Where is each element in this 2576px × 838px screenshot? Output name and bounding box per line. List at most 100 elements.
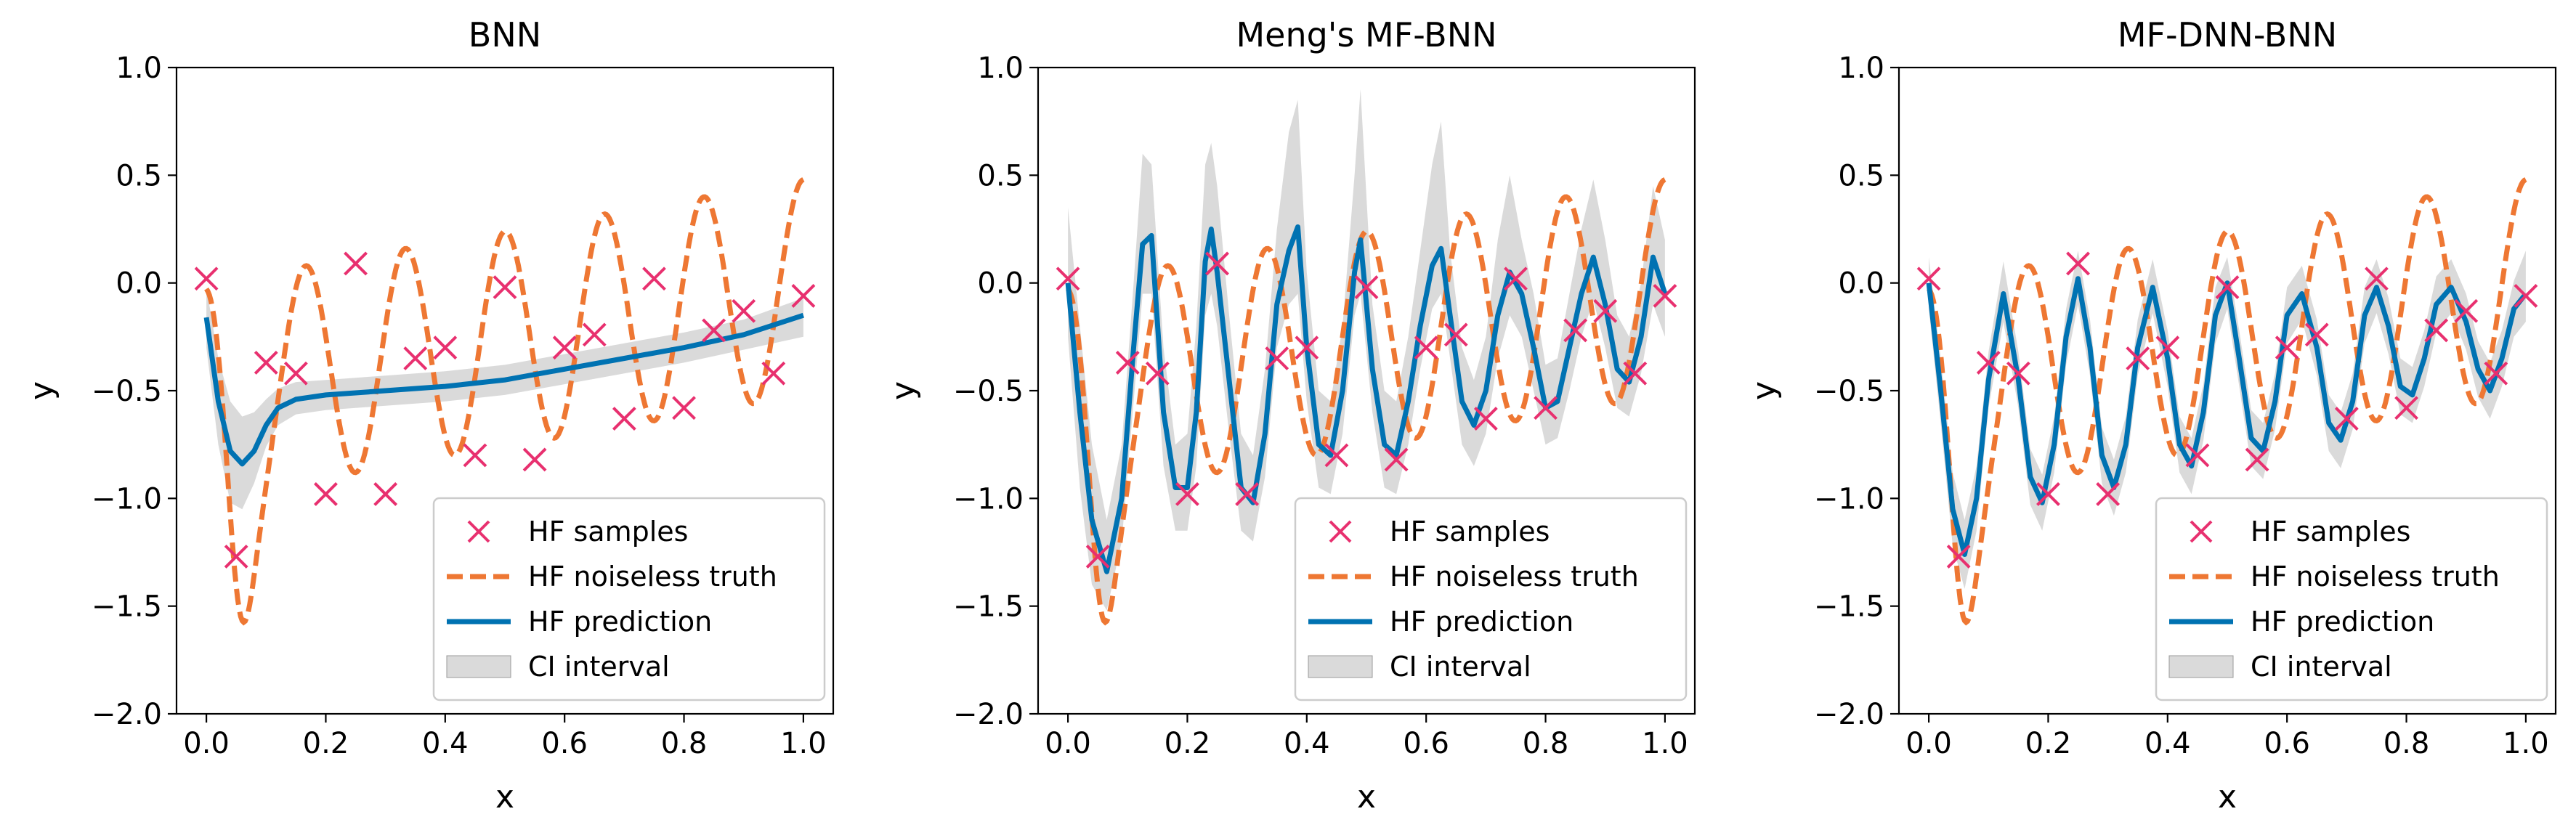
x-tick-label: 0.2 bbox=[303, 727, 349, 760]
prediction-curve bbox=[1065, 224, 1668, 574]
legend-frame bbox=[1294, 497, 1688, 701]
x-tick-label: 0.0 bbox=[1905, 727, 1952, 760]
hf-sample-marker bbox=[552, 335, 577, 360]
hf-sample-marker bbox=[1265, 346, 1289, 370]
y-tick-label: 1.0 bbox=[116, 52, 162, 85]
hf-sample-marker bbox=[1916, 267, 1941, 291]
hf-sample-marker bbox=[1653, 284, 1677, 308]
y-tick-label: −1.5 bbox=[92, 590, 162, 624]
x-tick-label: 0.8 bbox=[661, 727, 708, 760]
hf-sample-marker bbox=[1976, 351, 2001, 375]
hf-sample-marker bbox=[2275, 335, 2299, 360]
hf-sample-marker bbox=[194, 267, 219, 291]
hf-sample-marker bbox=[1175, 481, 1199, 506]
legend-label-prediction: HF prediction bbox=[528, 606, 712, 638]
y-axis-ticks: 1.0 0.5 0.0 −0.5 −1.0 −1.5 −2.0 bbox=[953, 52, 1038, 731]
legend-label-truth: HF noiseless truth bbox=[1390, 561, 1639, 593]
y-tick-label: −0.5 bbox=[92, 375, 162, 408]
legend-label-prediction: HF prediction bbox=[1390, 606, 1573, 638]
hf-sample-marker bbox=[2334, 407, 2359, 431]
samples-layer bbox=[1916, 251, 2538, 569]
hf-sample-marker bbox=[1623, 361, 1648, 386]
hf-sample-marker bbox=[1946, 545, 1971, 569]
x-tick-label: 0.4 bbox=[1284, 727, 1330, 760]
hf-sample-marker bbox=[2215, 275, 2240, 300]
hf-sample-marker bbox=[2484, 361, 2508, 386]
y-tick-label: 0.0 bbox=[1838, 267, 1884, 301]
hf-sample-marker bbox=[254, 351, 278, 375]
y-tick-label: −2.0 bbox=[953, 698, 1024, 731]
hf-sample-marker bbox=[2304, 322, 2329, 347]
legend-marker-ci bbox=[446, 655, 511, 678]
x-axis-ticks: 0.0 0.2 0.4 0.6 0.8 1.0 bbox=[1045, 714, 1688, 760]
ci-band-layer bbox=[1068, 89, 1665, 611]
x-tick-label: 0.0 bbox=[183, 727, 230, 760]
y-tick-label: 0.0 bbox=[977, 267, 1024, 301]
y-axis-ticks: 1.0 0.5 0.0 −0.5 −1.0 −1.5 −2.0 bbox=[1814, 52, 1899, 731]
x-tick-label: 0.6 bbox=[2264, 727, 2310, 760]
legend-label-samples: HF samples bbox=[2251, 516, 2410, 548]
y-axis-label: y bbox=[1746, 381, 1783, 400]
chart-title: BNN bbox=[469, 15, 541, 54]
x-axis-label: x bbox=[495, 778, 514, 815]
y-tick-label: −2.0 bbox=[1814, 698, 1884, 731]
x-tick-label: 0.6 bbox=[541, 727, 588, 760]
legend-frame bbox=[2155, 497, 2548, 701]
hf-sample-marker bbox=[2424, 318, 2449, 343]
y-tick-label: −1.5 bbox=[953, 590, 1024, 624]
legend-marker-samples bbox=[1329, 520, 1352, 543]
legend-label-prediction: HF prediction bbox=[2251, 606, 2434, 638]
y-tick-label: −1.0 bbox=[953, 482, 1024, 516]
x-axis-label: x bbox=[2218, 778, 2237, 815]
y-tick-label: −1.0 bbox=[92, 482, 162, 516]
ci-band-layer bbox=[206, 287, 803, 510]
hf-sample-marker bbox=[463, 443, 487, 468]
hf-sample-marker bbox=[283, 361, 308, 386]
hf-sample-marker bbox=[1384, 447, 1409, 472]
x-tick-label: 1.0 bbox=[1642, 727, 1688, 760]
hf-sample-marker bbox=[791, 284, 816, 308]
hf-sample-marker bbox=[1115, 351, 1140, 375]
hf-sample-marker bbox=[1354, 275, 1379, 300]
hf-sample-marker bbox=[2096, 481, 2121, 506]
panel-mf-dnn-bnn: 0.0 0.2 0.4 0.6 0.8 1.0 1.0 0.5 0.0 −0.5 −1.0 −1.5… bbox=[1746, 15, 2557, 815]
legend-label-ci: CI interval bbox=[528, 651, 670, 683]
hf-sample-marker bbox=[433, 335, 458, 360]
truth-curve bbox=[1066, 177, 1666, 626]
hf-sample-marker bbox=[1593, 298, 1618, 323]
x-tick-label: 0.4 bbox=[2144, 727, 2191, 760]
hf-sample-marker bbox=[2394, 396, 2418, 420]
hf-sample-marker bbox=[1235, 481, 1260, 506]
legend-frame bbox=[432, 497, 826, 701]
hf-sample-marker bbox=[2036, 481, 2060, 506]
hf-sample-marker bbox=[612, 407, 636, 431]
x-tick-label: 0.4 bbox=[422, 727, 469, 760]
hf-sample-marker bbox=[2185, 443, 2210, 468]
chart-title: MF-DNN-BNN bbox=[2118, 15, 2337, 54]
legend-marker-ci bbox=[2168, 655, 2234, 678]
hf-sample-marker bbox=[732, 298, 756, 323]
hf-sample-marker bbox=[522, 447, 547, 472]
hf-sample-marker bbox=[1295, 335, 1319, 360]
hf-sample-marker bbox=[224, 545, 248, 569]
x-tick-label: 0.0 bbox=[1045, 727, 1091, 760]
x-axis-ticks: 0.0 0.2 0.4 0.6 0.8 1.0 bbox=[1905, 714, 2549, 760]
hf-sample-marker bbox=[1443, 322, 1468, 347]
y-tick-label: 0.5 bbox=[977, 159, 1024, 192]
panel-bnn: 0.0 0.2 0.4 0.6 0.8 1.0 1.0 0.5 0.0 −0.5 −1.0 −1.5… bbox=[23, 15, 835, 815]
hf-sample-marker bbox=[2155, 335, 2180, 360]
hf-sample-marker bbox=[2365, 267, 2389, 291]
hf-sample-marker bbox=[2454, 298, 2479, 323]
x-tick-label: 0.8 bbox=[2383, 727, 2430, 760]
legend-label-samples: HF samples bbox=[1390, 516, 1550, 548]
y-tick-label: 0.5 bbox=[116, 159, 162, 192]
x-tick-label: 0.8 bbox=[1523, 727, 1569, 760]
hf-sample-marker bbox=[493, 275, 517, 300]
prediction-curve bbox=[1926, 276, 2528, 557]
x-tick-label: 1.0 bbox=[2503, 727, 2549, 760]
hf-sample-marker bbox=[672, 396, 696, 420]
y-axis-label: y bbox=[23, 381, 60, 400]
truth-curve bbox=[204, 177, 805, 626]
legend: HF samples HF noiseless truth HF predict… bbox=[1294, 497, 1688, 701]
panel-meng-mf-bnn: 0.0 0.2 0.4 0.6 0.8 1.0 1.0 0.5 0.0 −0.5 −1.0 −1.5… bbox=[885, 15, 1696, 815]
